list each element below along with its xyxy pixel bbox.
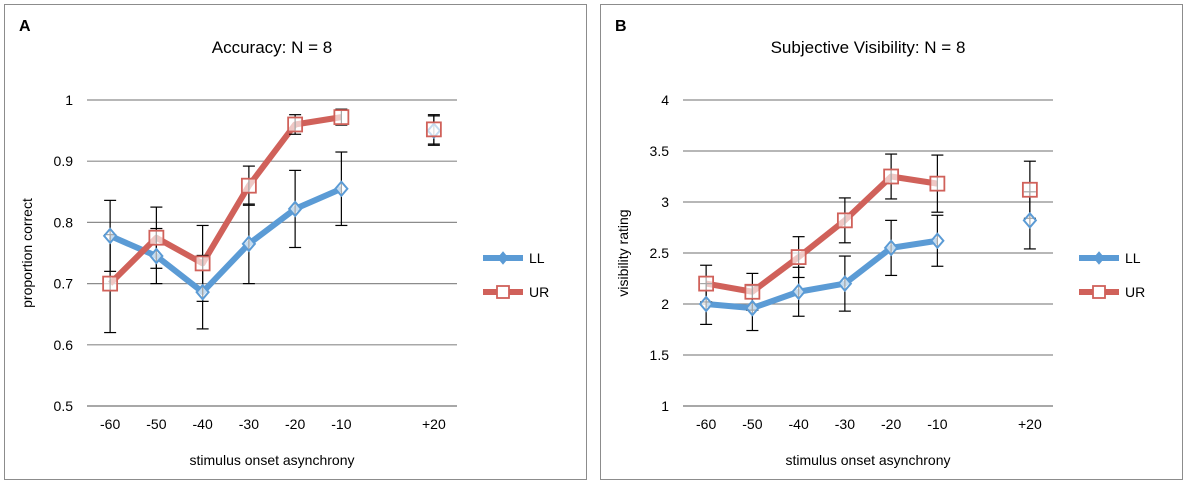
y-tick-label: 0.6: [54, 337, 74, 353]
y-tick-label: 4: [661, 92, 669, 108]
series-line-ur: [705, 173, 938, 295]
point-ll: [149, 247, 164, 265]
x-tick-label: -30: [239, 416, 259, 432]
x-tick-label: -20: [881, 416, 901, 432]
point-ll: [241, 235, 257, 253]
y-axis-label: proportion correct: [19, 198, 35, 308]
y-tick-label: 2: [661, 296, 669, 312]
point-ur: [148, 229, 165, 246]
legend-label: LL: [529, 250, 545, 266]
x-tick-label: -10: [331, 416, 351, 432]
y-tick-label: 3.5: [650, 143, 670, 159]
panel-b: B Subjective Visibility: N = 8 1 1.5 2 2.5 3 3.…: [600, 4, 1183, 480]
point-ll: [745, 299, 760, 317]
chart-title: Subjective Visibility: N = 8: [771, 38, 966, 57]
legend-marker-ur: [1092, 285, 1106, 299]
x-tick-label: -30: [835, 416, 855, 432]
y-tick-label: 0.8: [54, 214, 74, 230]
point-ur: [1021, 181, 1038, 198]
x-tick-label: -50: [742, 416, 762, 432]
visibility-chart: B Subjective Visibility: N = 8 1 1.5 2 2.5 3 3.…: [615, 18, 1145, 468]
point-ur: [929, 175, 946, 192]
accuracy-chart: A Accuracy: N = 8 0.5 0.6 0.7 0.8 0.9 1 -60 -50 -4…: [19, 18, 549, 468]
point-ll: [102, 227, 118, 245]
x-tick-label: +20: [1018, 416, 1042, 432]
y-tick-label: 1.5: [650, 347, 670, 363]
chart-title: Accuracy: N = 8: [212, 38, 332, 57]
legend-marker-ll: [1093, 251, 1105, 265]
panel-a: A Accuracy: N = 8 0.5 0.6 0.7 0.8 0.9 1 -60 -50 -4…: [4, 4, 587, 480]
point-ur: [836, 212, 853, 229]
legend-label: UR: [529, 284, 549, 300]
point-ur: [425, 121, 442, 138]
point-ur: [333, 109, 350, 126]
x-tick-label: -60: [696, 416, 716, 432]
x-tick-label: +20: [422, 416, 446, 432]
point-ur: [883, 168, 900, 185]
point-ll: [698, 295, 714, 313]
series-line-ll: [108, 185, 343, 296]
legend-label: UR: [1125, 284, 1145, 300]
x-tick-label: -20: [285, 416, 305, 432]
series-line-ur: [108, 114, 342, 286]
point-ll: [195, 283, 210, 301]
x-axis-label: stimulus onset asynchrony: [786, 452, 951, 468]
point-ur: [194, 255, 211, 272]
point-ur: [790, 249, 807, 265]
point-ur: [102, 275, 119, 292]
point-ll: [883, 239, 899, 257]
x-tick-label: -40: [789, 416, 809, 432]
point-ur: [698, 275, 715, 292]
y-tick-label: 2.5: [650, 245, 670, 261]
point-ll: [334, 180, 349, 198]
legend-marker-ll: [497, 251, 509, 265]
panel-label: A: [19, 18, 31, 35]
x-tick-label: -10: [927, 416, 947, 432]
panel-label: B: [615, 18, 627, 35]
point-ll: [837, 275, 853, 293]
y-tick-label: 0.7: [54, 276, 74, 292]
point-ll: [1022, 211, 1038, 229]
point-ll: [287, 200, 303, 218]
y-tick-label: 0.5: [54, 398, 74, 414]
point-ur: [287, 116, 304, 133]
x-axis-label: stimulus onset asynchrony: [190, 452, 355, 468]
x-tick-label: -60: [100, 416, 120, 432]
point-ll: [791, 283, 806, 301]
legend-marker-ur: [496, 285, 510, 299]
x-tick-label: -50: [146, 416, 166, 432]
series-line-ll: [705, 237, 938, 312]
y-axis-label: visibility rating: [615, 209, 631, 296]
x-tick-label: -40: [193, 416, 213, 432]
y-tick-label: 0.9: [54, 153, 74, 169]
point-ll: [930, 232, 945, 250]
y-tick-label: 3: [661, 194, 669, 210]
y-tick-label: 1: [65, 92, 73, 108]
point-ur: [240, 177, 257, 194]
point-ur: [744, 283, 761, 300]
y-tick-label: 1: [661, 398, 669, 414]
legend-label: LL: [1125, 250, 1141, 266]
